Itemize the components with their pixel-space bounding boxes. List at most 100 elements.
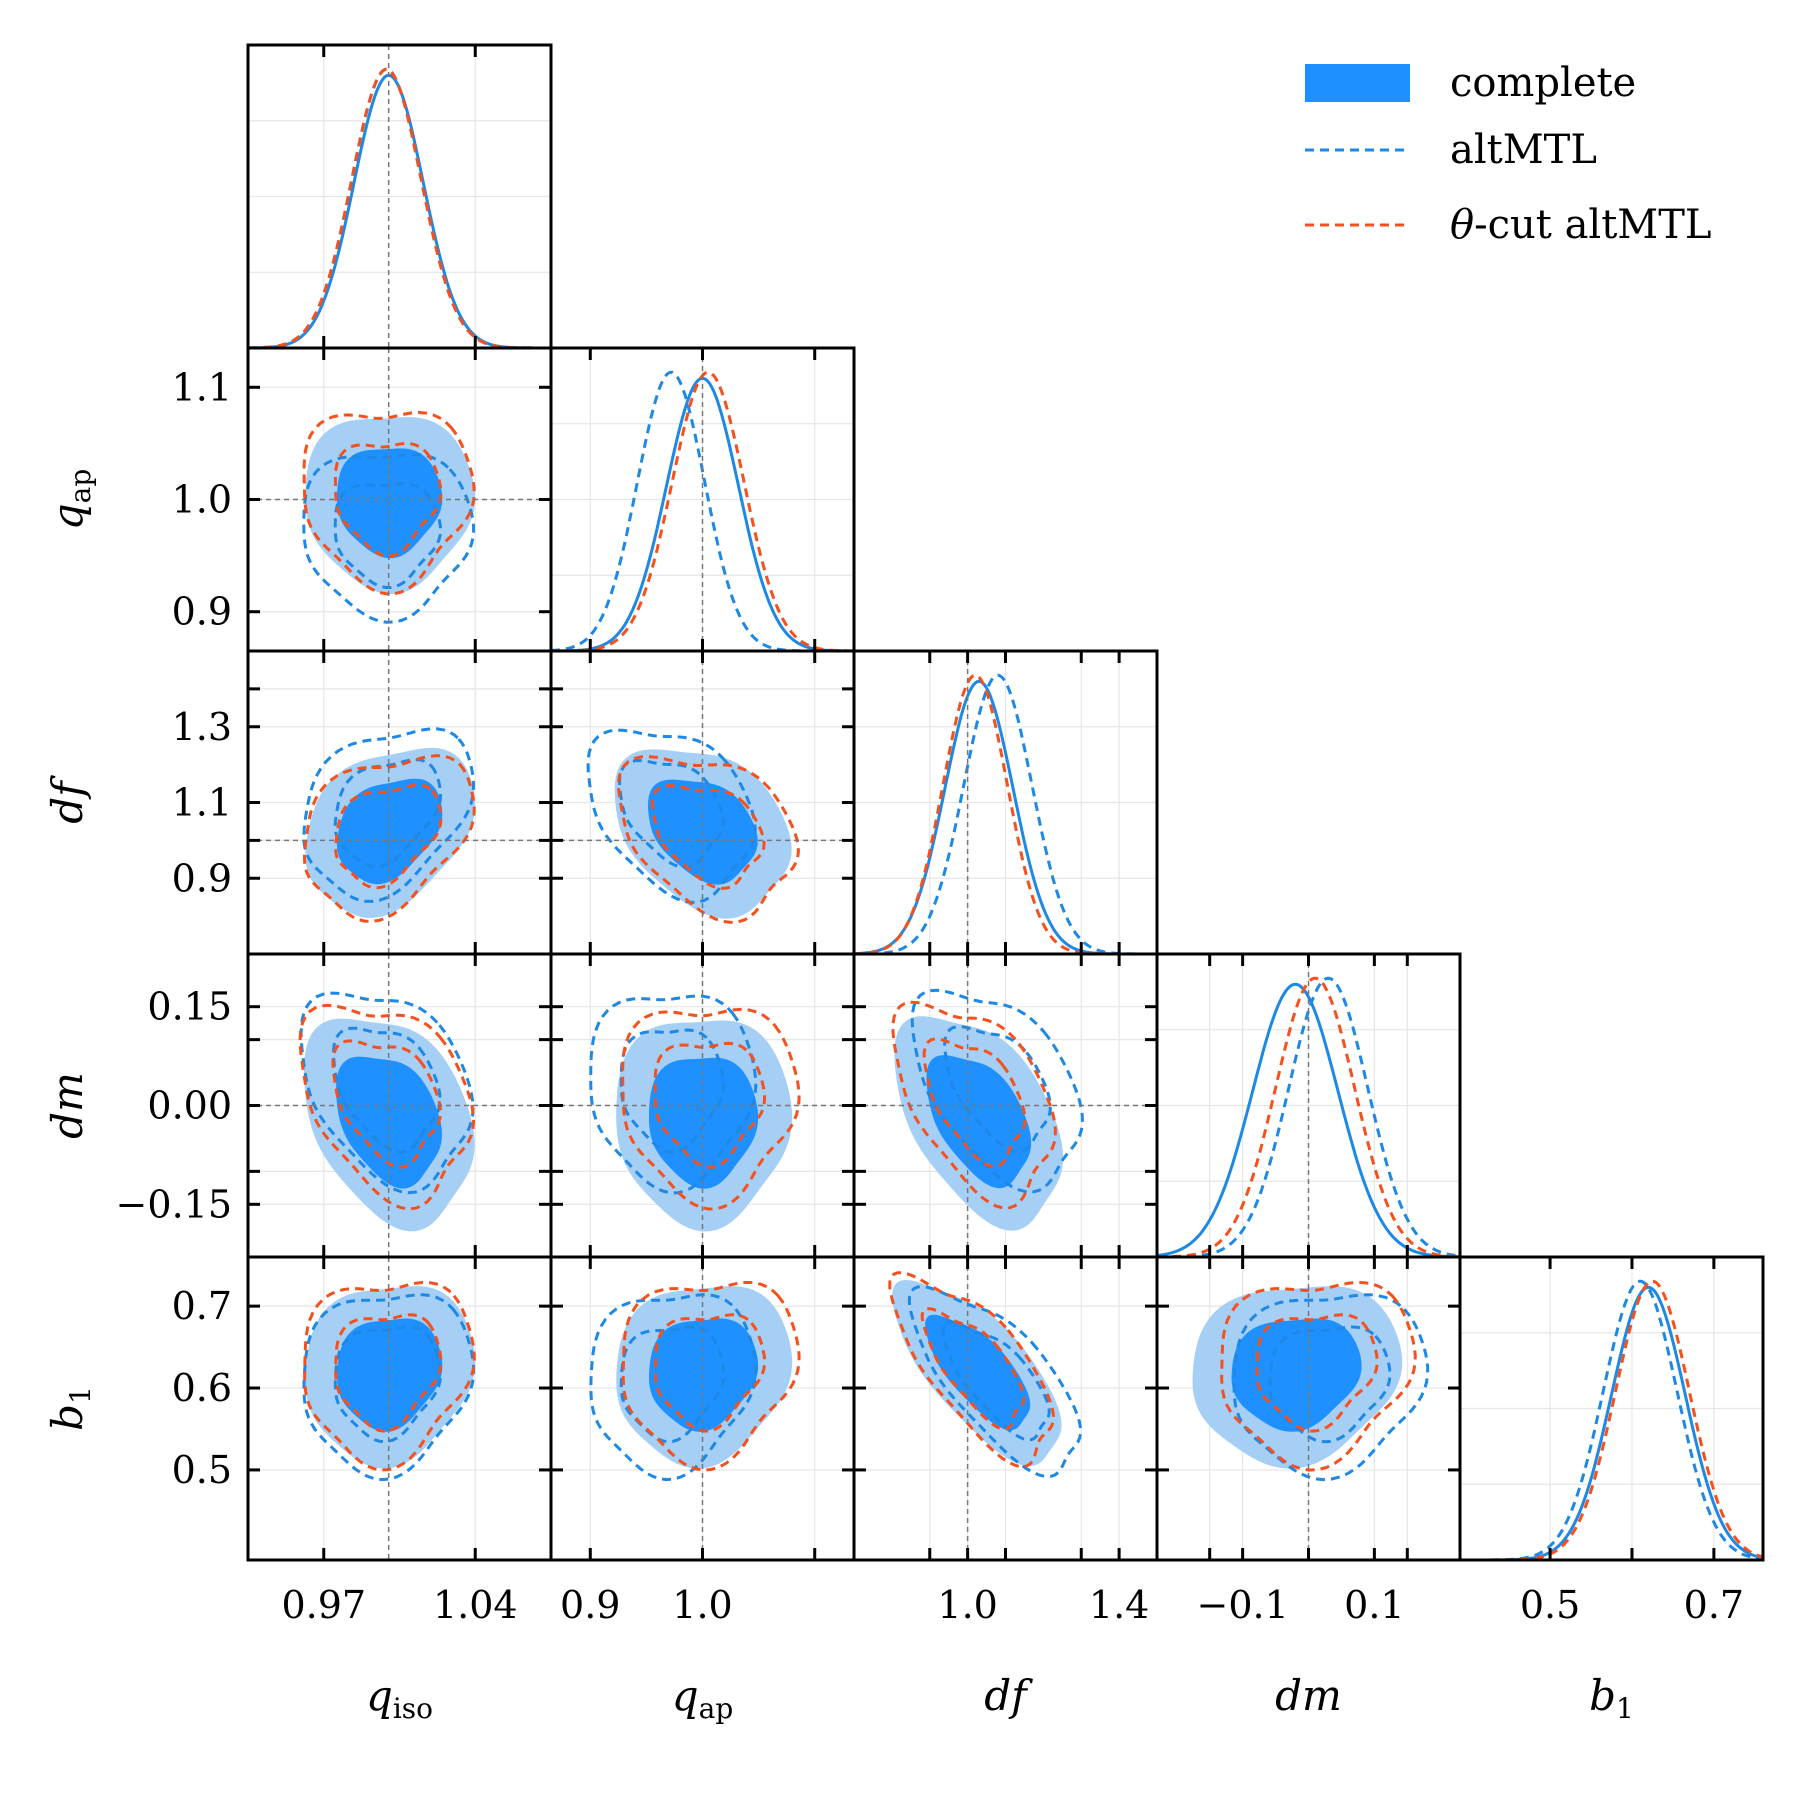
panel-content: [1157, 954, 1460, 1257]
marginal-qiso-series-2: [248, 67, 551, 348]
x-axis-title-dm: dm: [1275, 1671, 1342, 1720]
x-axis-title-df: df: [984, 1671, 1033, 1720]
y-tick-label-dm: 0.00: [147, 1084, 232, 1128]
x-tick-label-qiso: 0.97: [281, 1583, 366, 1627]
contour-95-series-1: [589, 994, 758, 1195]
panel-qiso-vs-qiso: [246, 43, 553, 350]
y-tick-label-qap: 1.0: [172, 478, 232, 522]
panel-content: [551, 1257, 854, 1560]
x-axis-title-qap: qap: [672, 1671, 734, 1725]
y-tick-label-df: 1.1: [172, 781, 232, 825]
contour-68-series-2: [654, 1313, 767, 1433]
corner-panels: [246, 43, 1765, 1562]
contour-95-series-1: [302, 727, 476, 903]
x-tick-label-dm: 0.1: [1344, 1583, 1404, 1627]
x-tick-label-df: 1.0: [937, 1583, 997, 1627]
contour-68-complete: [649, 1318, 759, 1432]
panel-frame: [1458, 1255, 1765, 1562]
marginal-qiso-series-1: [248, 67, 551, 348]
contour-95-series-1: [1232, 1293, 1430, 1482]
contour-95-series-2: [888, 1271, 1055, 1469]
x-tick-label-b1: 0.7: [1684, 1583, 1744, 1627]
panel-content: [248, 651, 551, 954]
x-tick-label-dm: −0.1: [1196, 1583, 1288, 1627]
marginal-b1-series-1: [1460, 1279, 1763, 1560]
panel-b1-vs-qap: [549, 1255, 856, 1562]
panel-b1-vs-qiso: [246, 1255, 553, 1562]
x-axis-title-qiso: qiso: [366, 1671, 433, 1725]
panel-content: [248, 348, 551, 651]
marginal-dm-series-2: [1157, 976, 1460, 1257]
panel-content: [551, 348, 854, 651]
panel-qap-vs-qap: [549, 346, 856, 653]
contour-68-series-2: [650, 783, 766, 890]
panel-b1-vs-dm: [1155, 1255, 1462, 1562]
contour-95-series-1: [589, 1293, 758, 1482]
panel-df-vs-df: [852, 649, 1159, 956]
y-tick-label-b1: 0.6: [172, 1366, 232, 1410]
panel-content: [551, 651, 854, 954]
contour-68-complete: [1231, 1318, 1362, 1432]
contour-68-series-2: [1255, 1313, 1379, 1433]
legend-theta-symbol: θ: [1450, 202, 1474, 248]
contour-68-series-2: [653, 1041, 767, 1169]
panel-content: [854, 1257, 1157, 1560]
legend: complete altMTL θ-cut altMTL: [1305, 60, 1711, 248]
marginal-dm-series-0: [1157, 982, 1460, 1257]
legend-complete-swatch: [1305, 64, 1410, 102]
contour-95-series-2: [1220, 1280, 1417, 1472]
contour-68-series-2: [331, 1039, 443, 1169]
y-tick-label-qap: 1.1: [172, 365, 232, 409]
marginal-b1-series-2: [1460, 1279, 1763, 1560]
marginal-b1-series-0: [1460, 1285, 1763, 1560]
legend-altmtl-label: altMTL: [1450, 127, 1597, 173]
legend-theta-rest: -cut altMTL: [1474, 202, 1711, 248]
contour-95-series-1: [907, 1285, 1083, 1479]
marginal-dm-series-1: [1157, 976, 1460, 1257]
panel-dm-vs-qap: [549, 952, 856, 1259]
panel-b1-vs-b1: [1458, 1255, 1765, 1562]
y-axis-title-df: df: [43, 775, 92, 824]
x-tick-label-qap: 0.9: [560, 1583, 620, 1627]
contour-95-series-2: [302, 754, 476, 923]
contour-68-series-1: [618, 758, 725, 869]
y-axis-title-b1: b1: [43, 1386, 97, 1431]
x-axis-title-b1: b1: [1589, 1671, 1634, 1725]
marginal-qiso-series-0: [248, 73, 551, 348]
y-tick-label-b1: 0.5: [172, 1448, 232, 1492]
panel-dm-vs-qiso: [246, 952, 553, 1259]
x-tick-label-qap: 1.0: [672, 1583, 732, 1627]
y-tick-label-b1: 0.7: [172, 1284, 232, 1328]
contour-68-series-1: [333, 758, 443, 869]
contour-95-series-2: [298, 1003, 476, 1211]
contour-68-series-1: [619, 1028, 726, 1154]
marginal-df-series-1: [854, 673, 1157, 954]
panel-content: [1460, 1257, 1763, 1560]
marginal-qap-series-1: [551, 370, 854, 651]
contour-95-series-2: [303, 1280, 476, 1472]
panel-content: [248, 954, 551, 1257]
panel-df-vs-qiso: [246, 649, 553, 956]
panel-content: [854, 651, 1157, 954]
contour-95-series-1: [302, 1293, 476, 1482]
y-tick-label-qap: 0.9: [172, 590, 232, 634]
contour-68-series-2: [920, 1307, 1026, 1431]
panel-b1-vs-df: [852, 1255, 1159, 1562]
contour-95-series-1: [586, 728, 757, 904]
y-tick-label-df: 1.3: [172, 705, 232, 749]
panel-dm-vs-df: [852, 952, 1159, 1259]
panel-content: [551, 954, 854, 1257]
y-axis-title-dm: dm: [43, 1072, 92, 1139]
axis-labels: 0.97 1.04 0.9 1.0 1.0 1.4 −0.1 0.1 0.5 0.7 0.9 1.0 1…: [43, 365, 1744, 1725]
contour-95-series-1: [299, 991, 475, 1195]
contour-95-series-2: [891, 1000, 1057, 1210]
x-tick-label-qiso: 1.04: [433, 1583, 518, 1627]
contour-68-series-1: [331, 1026, 442, 1154]
legend-theta-label: θ-cut altMTL: [1450, 202, 1711, 248]
x-tick-label-b1: 0.5: [1520, 1583, 1580, 1627]
panel-qap-vs-qiso: [246, 346, 553, 653]
contour-68-series-1: [943, 1024, 1052, 1154]
panel-content: [248, 1257, 551, 1560]
panel-content: [1157, 1257, 1460, 1560]
panel-dm-vs-dm: [1155, 952, 1462, 1259]
